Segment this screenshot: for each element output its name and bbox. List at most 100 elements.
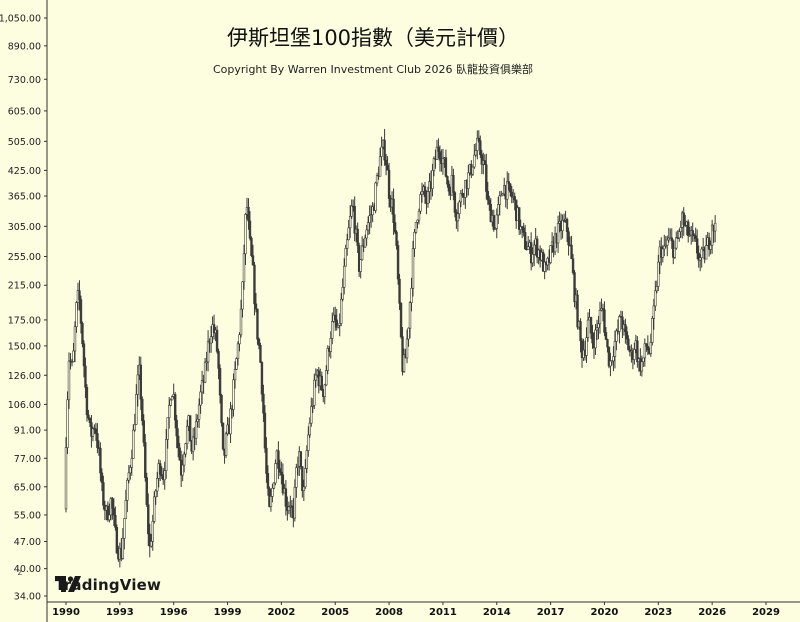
candle-body xyxy=(147,504,150,535)
candle-body xyxy=(124,499,128,519)
candle-body xyxy=(248,220,252,239)
candle-body xyxy=(500,194,503,197)
candle-body xyxy=(247,206,250,222)
candle-body xyxy=(203,361,207,383)
candle-body xyxy=(670,237,673,242)
candle-body xyxy=(78,290,81,300)
candle-body xyxy=(156,478,159,492)
candle-body xyxy=(485,164,488,192)
candle-body xyxy=(687,221,690,237)
candle-body xyxy=(444,157,448,177)
candle-body xyxy=(657,261,660,287)
candle-body xyxy=(399,303,403,337)
tradingview-logo: TradingView xyxy=(55,576,161,594)
candle-body xyxy=(325,370,328,386)
candle-body xyxy=(320,375,323,390)
candle-body xyxy=(663,245,666,250)
candle-body xyxy=(311,404,314,407)
candle-body xyxy=(386,164,389,171)
candle-body xyxy=(606,339,609,348)
candle-body xyxy=(646,346,650,351)
y-tick-label: 365.00 xyxy=(8,192,41,203)
candle-body xyxy=(509,183,512,193)
candle-body xyxy=(580,340,584,358)
candle-body xyxy=(302,486,306,491)
x-tick-label: 2023 xyxy=(644,607,672,618)
candle-body xyxy=(700,248,703,258)
x-tick-label: 2011 xyxy=(429,607,457,618)
candle-body xyxy=(571,258,575,273)
candle-series xyxy=(64,128,717,568)
candle-body xyxy=(522,227,525,233)
candle-body xyxy=(549,245,552,263)
candle-body xyxy=(323,384,326,397)
candle-body xyxy=(501,193,504,196)
candle-body xyxy=(374,182,377,211)
candle-body xyxy=(313,379,316,406)
candle-body xyxy=(304,468,307,488)
candle-body xyxy=(707,237,711,250)
candle-body xyxy=(160,474,163,476)
candle-body xyxy=(453,192,457,213)
candle-body xyxy=(79,299,83,324)
candle-body xyxy=(682,212,685,225)
candle-body xyxy=(178,447,181,461)
candle-body xyxy=(347,227,350,241)
candle-body xyxy=(194,421,198,439)
candle-body xyxy=(281,474,285,494)
candle-body xyxy=(293,487,297,519)
candle-body xyxy=(350,205,353,217)
y-tick-label: 175.00 xyxy=(8,315,41,326)
axis-corner-label: z xyxy=(18,568,23,578)
candle-body xyxy=(479,140,482,155)
candle-body xyxy=(520,226,524,229)
candle-body xyxy=(215,329,219,352)
candle-body xyxy=(81,323,84,345)
candle-body xyxy=(353,205,356,234)
y-tick-label: 126.00 xyxy=(8,371,41,382)
candle-body xyxy=(359,259,362,272)
candle-body xyxy=(345,239,349,249)
candle-body xyxy=(411,248,415,289)
candle-body xyxy=(458,201,461,215)
candle-body xyxy=(661,248,664,258)
candle-body xyxy=(145,477,148,505)
candle-body xyxy=(666,239,669,246)
candle-body xyxy=(212,324,216,334)
candle-body xyxy=(570,244,573,260)
candle-body xyxy=(378,156,382,177)
x-tick-label: 2029 xyxy=(752,607,780,618)
candle-body xyxy=(82,343,86,367)
candle-body xyxy=(456,213,460,222)
candle-body xyxy=(607,346,611,367)
candle-body xyxy=(307,434,310,451)
candle-body xyxy=(507,181,510,185)
candle-body xyxy=(72,350,75,362)
candle-body xyxy=(652,305,656,319)
y-tick-label: 150.00 xyxy=(8,341,41,352)
x-axis-ticks: 1990 1993 1996 1999 2002 2005 2008 2011 2014 2017… xyxy=(52,602,780,618)
candle-body xyxy=(633,349,636,360)
candle-body xyxy=(531,253,534,264)
candle-body xyxy=(704,245,708,260)
candle-body xyxy=(73,326,77,352)
candle-body xyxy=(185,425,189,445)
candle-body xyxy=(66,399,69,448)
y-tick-label: 1,050.00 xyxy=(0,14,41,25)
candle-body xyxy=(326,348,329,371)
candle-body xyxy=(205,361,208,364)
candle-body xyxy=(310,406,313,424)
candle-body xyxy=(259,345,262,363)
candle-body xyxy=(561,220,564,232)
y-axis-ticks: 34.00 40.00 47.00 55.00 65.00 77.00 91.00 106.0… xyxy=(0,14,47,603)
candle-body xyxy=(224,433,228,456)
candle-body xyxy=(242,253,246,283)
candle-body xyxy=(589,317,593,334)
candle-body xyxy=(278,468,282,473)
candle-body xyxy=(636,340,639,363)
candle-body xyxy=(197,404,201,420)
candle-body xyxy=(274,463,277,484)
candle-body xyxy=(206,340,210,363)
candle-body xyxy=(698,257,702,261)
candle-body xyxy=(340,298,343,324)
